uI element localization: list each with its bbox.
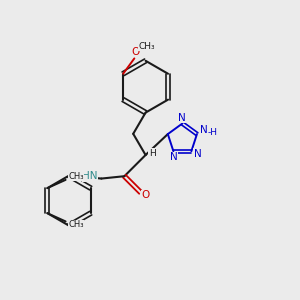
Text: O: O <box>132 47 140 57</box>
Text: N: N <box>178 112 186 123</box>
Text: N: N <box>200 125 207 135</box>
Text: O: O <box>142 190 150 200</box>
Text: H: H <box>149 149 155 158</box>
Text: N: N <box>194 148 202 159</box>
Text: N: N <box>169 152 177 162</box>
Text: CH₃: CH₃ <box>138 42 155 51</box>
Text: HN: HN <box>82 171 98 181</box>
Text: CH₃: CH₃ <box>68 220 84 230</box>
Text: -H: -H <box>207 128 217 137</box>
Text: CH₃: CH₃ <box>68 172 84 181</box>
